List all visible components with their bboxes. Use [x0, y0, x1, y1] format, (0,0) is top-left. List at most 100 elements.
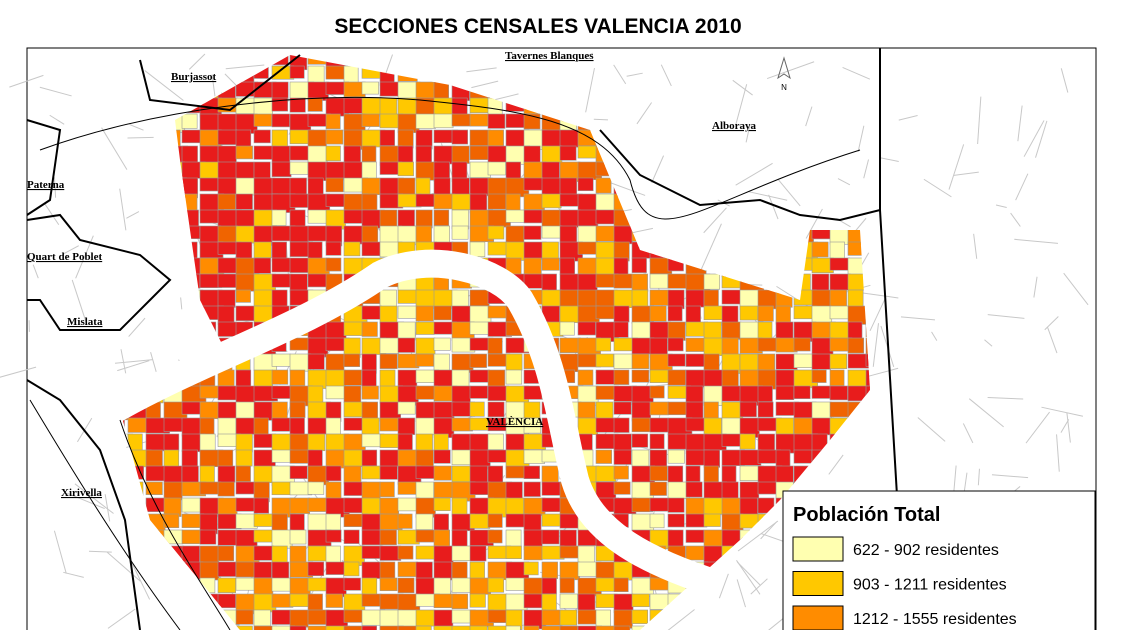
- street: [1066, 412, 1071, 443]
- street: [995, 204, 1007, 208]
- place-label: VALÈNCIA: [486, 416, 543, 428]
- census-section: [235, 561, 255, 578]
- legend-swatch: [792, 605, 844, 630]
- census-section: [703, 417, 722, 436]
- census-section: [487, 241, 509, 256]
- census-section: [325, 161, 346, 180]
- census-section: [217, 545, 235, 562]
- census-section: [433, 625, 454, 630]
- place-labels: Burjassot Tavernes Blanques Alboraya Pat…: [27, 50, 757, 499]
- census-section: [451, 625, 472, 630]
- census-section: [325, 593, 343, 608]
- census-section: [559, 609, 578, 626]
- census-section: [433, 545, 454, 565]
- street: [660, 64, 672, 87]
- census-section: [397, 625, 421, 630]
- census-section: [271, 513, 288, 532]
- census-section: [595, 337, 612, 352]
- street: [869, 298, 886, 332]
- census-section: [451, 289, 469, 307]
- census-section: [469, 577, 491, 595]
- census-section: [613, 273, 633, 289]
- census-section: [541, 593, 557, 612]
- census-section: [289, 97, 306, 113]
- census-section: [487, 609, 509, 623]
- census-section: [271, 177, 291, 195]
- census-section: [325, 529, 342, 543]
- census-section: [379, 81, 399, 97]
- census-section: [631, 625, 649, 630]
- census-section: [739, 401, 757, 418]
- census-section: [829, 369, 845, 386]
- census-section: [505, 577, 526, 591]
- street: [917, 417, 946, 442]
- street: [735, 162, 773, 186]
- street: [667, 609, 695, 630]
- census-section: [541, 257, 560, 271]
- census-section: [235, 433, 253, 453]
- legend-swatch: [792, 571, 844, 596]
- census-section: [433, 481, 456, 498]
- census-section: [163, 465, 183, 485]
- census-section: [325, 193, 346, 207]
- street: [760, 521, 778, 540]
- census-section: [307, 481, 325, 495]
- street: [1023, 120, 1045, 157]
- census-section: [523, 465, 540, 479]
- street: [32, 264, 39, 279]
- street: [931, 331, 938, 341]
- street: [737, 520, 779, 552]
- census-section: [505, 353, 523, 371]
- census-section: [145, 465, 166, 482]
- census-section: [253, 561, 272, 579]
- census-section: [559, 625, 578, 630]
- census-section: [631, 433, 649, 448]
- census-section: [541, 577, 557, 595]
- census-section: [163, 449, 180, 469]
- census-section: [361, 81, 379, 95]
- census-section: [649, 449, 668, 467]
- street: [44, 203, 60, 226]
- census-section: [325, 481, 342, 500]
- census-section: [289, 369, 306, 386]
- census-section: [541, 529, 560, 545]
- census-section: [451, 561, 468, 580]
- census-section: [703, 353, 720, 371]
- census-section: [811, 305, 833, 323]
- census-section: [433, 401, 455, 419]
- census-section: [451, 577, 471, 593]
- census-section: [541, 609, 563, 626]
- census-section: [397, 417, 416, 435]
- census-section: [325, 465, 342, 482]
- census-section: [235, 145, 253, 160]
- street: [962, 423, 974, 444]
- street: [129, 124, 144, 131]
- census-section: [235, 129, 252, 148]
- census-section: [217, 529, 237, 546]
- census-section: [253, 545, 274, 561]
- legend-title: Población Total: [793, 504, 940, 526]
- census-section: [523, 113, 541, 130]
- census-section: [829, 353, 848, 369]
- census-section: [379, 337, 400, 354]
- street: [107, 608, 136, 629]
- census-section: [361, 481, 381, 501]
- street: [1017, 105, 1023, 142]
- census-section: [847, 305, 867, 325]
- census-section: [271, 353, 291, 367]
- census-section: [289, 145, 310, 161]
- census-section: [523, 193, 545, 210]
- census-section: [541, 241, 559, 261]
- census-section: [649, 401, 669, 416]
- census-section: [757, 353, 776, 373]
- census-section: [415, 321, 435, 335]
- census-section: [253, 161, 271, 179]
- census-section: [685, 337, 706, 352]
- place-label: Alboraya: [712, 120, 757, 132]
- census-section: [595, 305, 617, 320]
- census-section: [397, 369, 418, 387]
- census-section: [325, 625, 351, 630]
- census-section: [361, 401, 378, 421]
- census-section: [541, 497, 563, 513]
